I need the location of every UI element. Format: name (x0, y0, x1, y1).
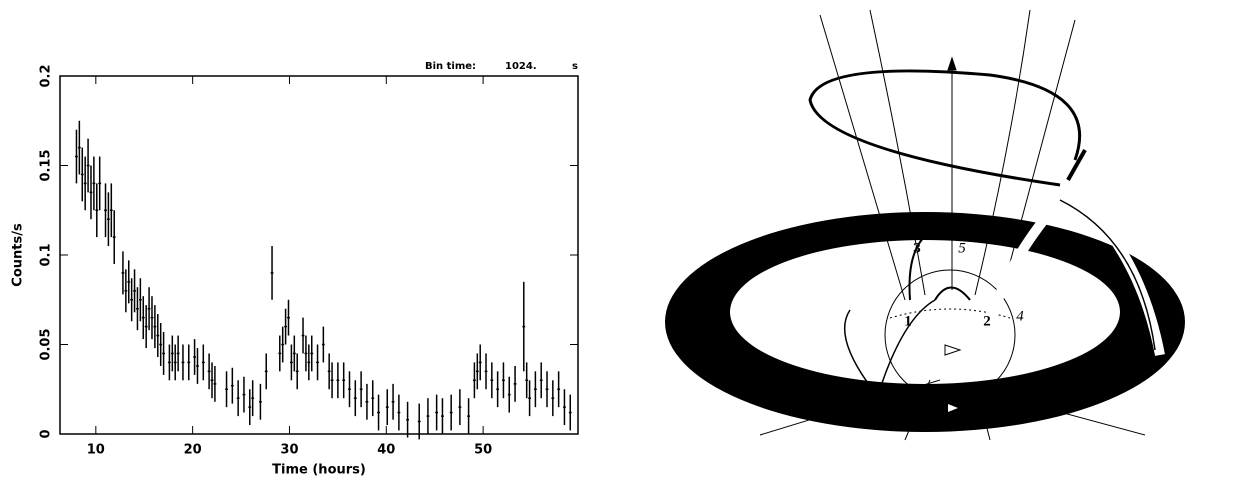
x-tick-label: 30 (280, 443, 298, 458)
x-tick-label: 10 (87, 443, 105, 458)
y-tick-label: 0.1 (39, 243, 54, 266)
diagram-label: 2 (983, 313, 991, 329)
x-tick-label: 40 (377, 443, 395, 458)
field-line (1059, 199, 1156, 351)
arrow (1066, 149, 1087, 181)
diagram-label: 5 (958, 240, 966, 256)
annotation: 1024. (505, 61, 537, 72)
equator (889, 308, 1011, 319)
loop (808, 69, 1081, 187)
open-field-lines (759, 9, 1146, 441)
x-axis-label: Time (hours) (272, 463, 366, 478)
arrow-head (948, 404, 958, 412)
x-tick-label: 50 (474, 443, 492, 458)
y-tick-label: 0.05 (39, 328, 54, 360)
sphere (884, 269, 1016, 401)
diagram-label: 1 (904, 313, 912, 329)
diagram-label: 3 (913, 240, 921, 256)
y-tick-label: 0.15 (39, 149, 54, 181)
y-axis-label: Counts/s (11, 223, 26, 287)
diagram-label: 4 (1016, 308, 1024, 324)
y-tick-label: 0 (39, 429, 54, 438)
field-lines-lower (843, 299, 936, 406)
ring (665, 212, 1185, 432)
field-lines (908, 224, 971, 301)
annotation: s (572, 61, 578, 72)
x-tick-label: 20 (184, 443, 202, 458)
white-arrow (985, 186, 1165, 356)
arrow-head (944, 344, 962, 356)
arrow-head (947, 56, 957, 71)
plot-frame (59, 75, 579, 435)
diagram (665, 9, 1185, 441)
annotation: Bin time: (425, 61, 476, 72)
y-tick-label: 0.2 (39, 64, 54, 87)
